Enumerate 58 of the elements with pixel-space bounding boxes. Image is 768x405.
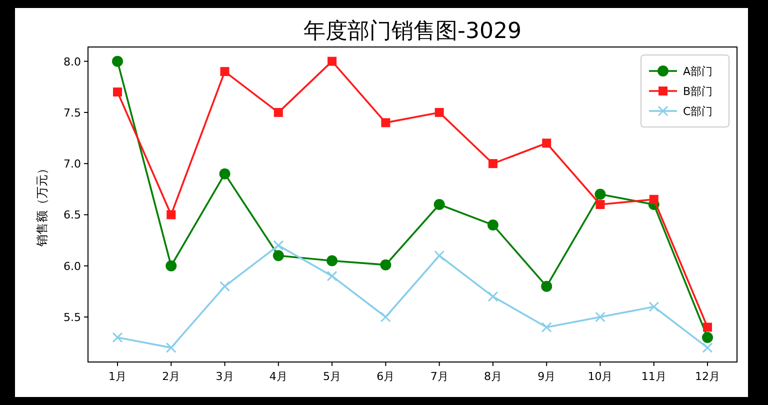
point: [702, 332, 713, 343]
point: [326, 255, 338, 266]
point: [434, 108, 444, 117]
point: [326, 270, 338, 282]
x-tick-label: 6月: [376, 370, 395, 383]
point: [380, 312, 391, 322]
x-tick-label: 1月: [108, 370, 126, 383]
x-tick-label: 3月: [216, 370, 234, 383]
point: [112, 56, 123, 67]
point: [328, 56, 337, 66]
point: [274, 108, 283, 117]
legend-label: C部门: [683, 105, 713, 118]
point: [112, 332, 123, 343]
y-axis-title: 销售额（万元）: [35, 162, 49, 248]
x-tick-label: 8月: [484, 370, 502, 383]
point: [434, 199, 445, 210]
y-tick-label: 5.5: [64, 311, 81, 324]
x-tick-label: 10月: [588, 370, 613, 383]
point: [380, 259, 392, 270]
point: [166, 342, 176, 353]
point: [272, 250, 284, 262]
point: [488, 291, 498, 302]
point: [487, 219, 498, 230]
point: [594, 312, 606, 322]
legend-label: A部门: [683, 65, 713, 78]
point: [648, 302, 660, 312]
point: [541, 322, 552, 332]
chart-title: 年度部门销售图-3029: [304, 19, 522, 44]
point: [541, 280, 552, 292]
point: [166, 210, 176, 220]
x-tick-label: 11月: [641, 370, 666, 383]
y-tick-label: 7.5: [64, 106, 81, 120]
point: [220, 281, 230, 292]
x-tick-label: 12月: [695, 370, 720, 383]
x-tick-label: 9月: [538, 370, 556, 383]
point: [273, 240, 284, 251]
point: [542, 138, 552, 148]
point: [702, 342, 713, 353]
point: [219, 168, 230, 180]
point: [596, 200, 605, 209]
y-tick-label: 7.0: [64, 158, 81, 171]
point: [220, 67, 230, 76]
point: [381, 118, 390, 128]
point: [166, 260, 177, 272]
x-tick-label: 4月: [269, 370, 288, 383]
legend-label: B部门: [683, 85, 713, 98]
point: [649, 194, 658, 204]
x-tick-label: 5月: [323, 370, 342, 383]
point: [594, 188, 606, 200]
point: [113, 88, 122, 96]
x-tick-label: 2月: [162, 370, 180, 383]
point: [434, 250, 445, 261]
point: [703, 322, 712, 332]
x-tick-label: 7月: [430, 370, 448, 383]
point: [488, 159, 498, 168]
y-tick-label: 6.0: [64, 260, 81, 273]
y-tick-label: 6.5: [64, 208, 81, 222]
y-tick-label: 8.0: [64, 55, 81, 68]
